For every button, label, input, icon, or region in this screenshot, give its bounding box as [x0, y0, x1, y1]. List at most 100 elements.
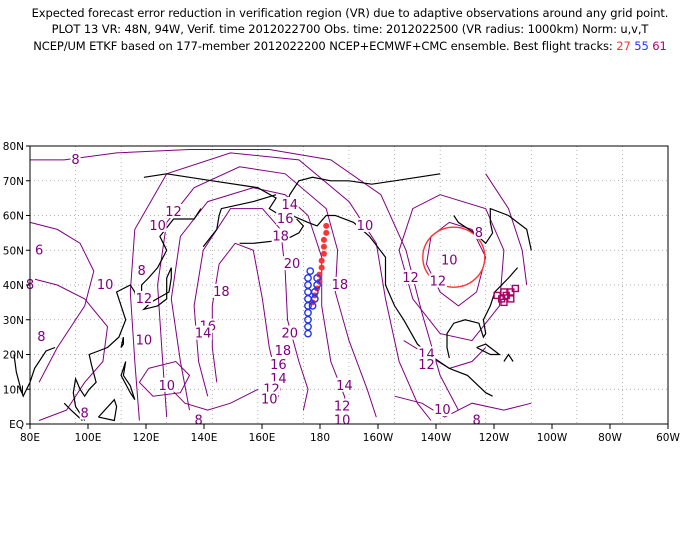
track-61-point — [500, 298, 508, 307]
lat-tick-label: 80N — [3, 141, 24, 153]
contour-label-bg — [136, 263, 147, 278]
contour-label: 10 — [149, 219, 166, 234]
contour-label: 8 — [138, 264, 146, 279]
contour-label-bg — [36, 329, 47, 344]
contour-label-bg — [280, 197, 299, 212]
contour-label: 12 — [418, 358, 435, 373]
contour-line — [129, 152, 432, 421]
verification-region-circle — [422, 226, 486, 288]
lon-tick-label: 60W — [656, 432, 680, 444]
coastline — [63, 402, 83, 421]
contour-label: 6 — [35, 243, 43, 258]
contour-label: 10 — [357, 219, 374, 234]
contour-labels: 8681012810121081816141416182020181614121… — [25, 151, 484, 429]
lat-tick-label: 20N — [3, 350, 24, 362]
contour-label-bg — [157, 377, 176, 392]
contour-label-bg — [428, 273, 447, 288]
contour-label: 10 — [434, 403, 451, 418]
lat-tick-label: 40N — [3, 280, 24, 292]
lon-tick-label: 100E — [75, 432, 102, 444]
verification-region — [422, 226, 486, 288]
track-61-point — [493, 291, 501, 300]
coastline — [97, 398, 118, 422]
contour-line — [394, 395, 532, 418]
contour-label: 10 — [136, 334, 153, 349]
flight-tracks — [304, 222, 520, 338]
lon-tick-label: 140E — [191, 432, 218, 444]
contour-label-bg — [283, 256, 302, 271]
coastline — [476, 343, 502, 356]
contour-label: 18 — [272, 229, 289, 244]
contour-line — [170, 187, 350, 418]
contour-label: 10 — [158, 379, 175, 394]
contour-label-bg — [335, 377, 354, 392]
contour-label-bg — [134, 290, 153, 305]
contour-label-bg — [79, 405, 90, 420]
contour-label-bg — [134, 332, 153, 347]
contour-label: 16 — [277, 212, 294, 227]
contour-line — [398, 194, 505, 342]
axis-ticks: 80E 100E 120E 140E 160E 180 160W 140W 120W 100W 80… — [3, 141, 681, 444]
track-55-point — [304, 288, 312, 296]
track-55-point — [306, 267, 315, 275]
contour-label-bg — [34, 242, 45, 257]
contour-label-bg — [212, 283, 231, 298]
contour-label-bg — [276, 210, 295, 225]
contour-label: 10 — [441, 254, 458, 269]
contour-label: 8 — [472, 414, 480, 429]
track-27-point — [320, 243, 327, 250]
contour-label: 8 — [37, 330, 45, 345]
figure-title-line-1: Expected forecast error reduction in ver… — [31, 6, 669, 20]
lon-tick-label: 120W — [479, 432, 510, 444]
lon-tick-label: 80E — [20, 432, 40, 444]
coastline — [291, 214, 493, 397]
contour-label: 12 — [430, 275, 447, 290]
flight-track-27-label: 27 — [616, 39, 631, 53]
contour-label-bg — [333, 412, 352, 427]
lat-tick-label: EQ — [9, 419, 24, 431]
track-27-point — [320, 250, 327, 257]
track-55-point — [310, 294, 319, 303]
track-55-point — [313, 281, 321, 289]
contour-label-bg — [433, 402, 452, 417]
contour-label-bg — [330, 277, 349, 291]
contour-label: 8 — [81, 407, 89, 422]
contour-line — [403, 340, 487, 369]
contour-label-bg — [164, 204, 183, 219]
coastline — [72, 208, 202, 421]
coastline — [141, 267, 172, 311]
coastline — [120, 336, 124, 348]
contour-label-bg — [273, 343, 292, 358]
contour-label: 14 — [336, 379, 353, 394]
contour-label-bg — [96, 277, 115, 291]
contour-line — [485, 173, 528, 286]
contour-label-bg — [260, 391, 279, 406]
contour-label-bg — [280, 325, 299, 340]
lon-tick-label: 120E — [133, 432, 160, 444]
contour-label-bg — [473, 224, 484, 239]
coastline — [503, 353, 514, 362]
track-27-point — [316, 271, 323, 278]
contour-label-bg — [471, 412, 482, 427]
contour-line — [29, 221, 95, 383]
track-61-point — [507, 295, 515, 303]
track-55-point — [304, 274, 312, 282]
contour-label: 18 — [332, 278, 349, 293]
lon-tick-label: 160E — [249, 432, 276, 444]
track-55-point — [304, 294, 312, 303]
track-61-point — [500, 288, 508, 296]
contour-label-bg — [70, 151, 81, 166]
track-55-point — [304, 308, 312, 317]
lon-tick-label: 180 — [310, 432, 330, 444]
track-27-point — [318, 257, 325, 264]
flight-track-55-label: 55 — [634, 39, 649, 53]
lat-tick-label: 70N — [3, 176, 24, 188]
contour-label-bg — [355, 217, 374, 232]
contour-label: 16 — [270, 358, 287, 373]
contour-label: 20 — [284, 257, 301, 272]
track-27-point — [316, 278, 323, 285]
contour-line — [193, 208, 309, 411]
contour-line — [138, 360, 191, 397]
contour-label: 8 — [194, 414, 202, 429]
contour-label-bg — [401, 270, 420, 285]
